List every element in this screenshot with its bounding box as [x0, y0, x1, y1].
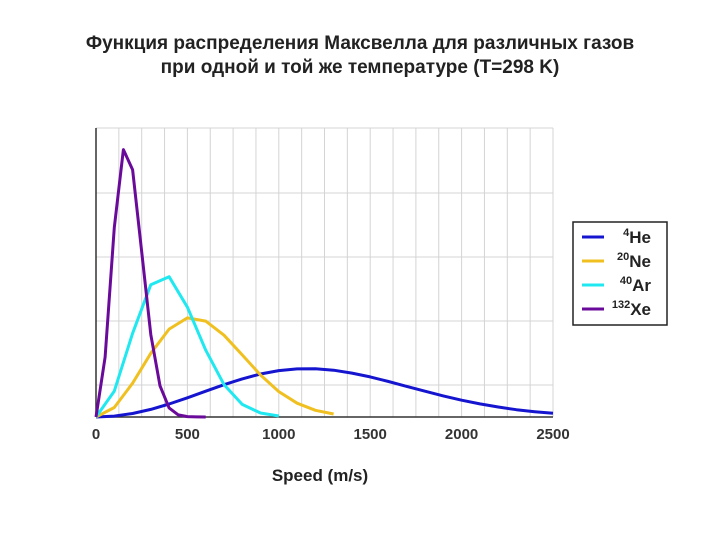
chart-title-line1: Функция распределения Максвелла для разл… [85, 33, 635, 54]
series-line-he [95, 367, 554, 419]
legend-label-he: 4He [623, 227, 651, 247]
x-tick-label: 2000 [445, 426, 478, 443]
series-line-ne [95, 316, 334, 419]
x-tick-label: 0 [92, 426, 100, 443]
x-tick-labels: 0 500 1000 1500 2000 2500 [92, 426, 570, 443]
legend-mass-number: 20 [617, 251, 629, 263]
legend-element-symbol: Ne [629, 252, 651, 271]
chart-title: Функция распределения Максвелла для разл… [0, 32, 720, 80]
chart-title-line2: при одной и той же температуре (T=298 K) [160, 57, 560, 78]
legend-mass-number: 132 [612, 299, 630, 311]
legend-label-xe: 132Xe [612, 299, 651, 319]
legend-label-ar: 40Ar [620, 275, 652, 295]
grid [95, 127, 554, 417]
legend-label-ne: 20Ne [617, 251, 651, 271]
series-line-ar [94, 275, 280, 418]
x-tick-label: 1500 [354, 426, 387, 443]
axes [95, 128, 553, 418]
legend-element-symbol: He [629, 228, 651, 247]
legend-element-symbol: Ar [632, 276, 651, 295]
legend-mass-number: 40 [620, 275, 632, 287]
legend-element-symbol: Xe [630, 300, 651, 319]
series-line-xe [94, 148, 206, 419]
series-lines [94, 148, 554, 419]
legend-mass-number: 4 [623, 227, 630, 239]
x-axis-label: Speed (m/s) [272, 466, 368, 485]
x-tick-label: 500 [175, 426, 200, 443]
x-tick-label: 2500 [536, 426, 569, 443]
x-tick-label: 1000 [262, 426, 295, 443]
